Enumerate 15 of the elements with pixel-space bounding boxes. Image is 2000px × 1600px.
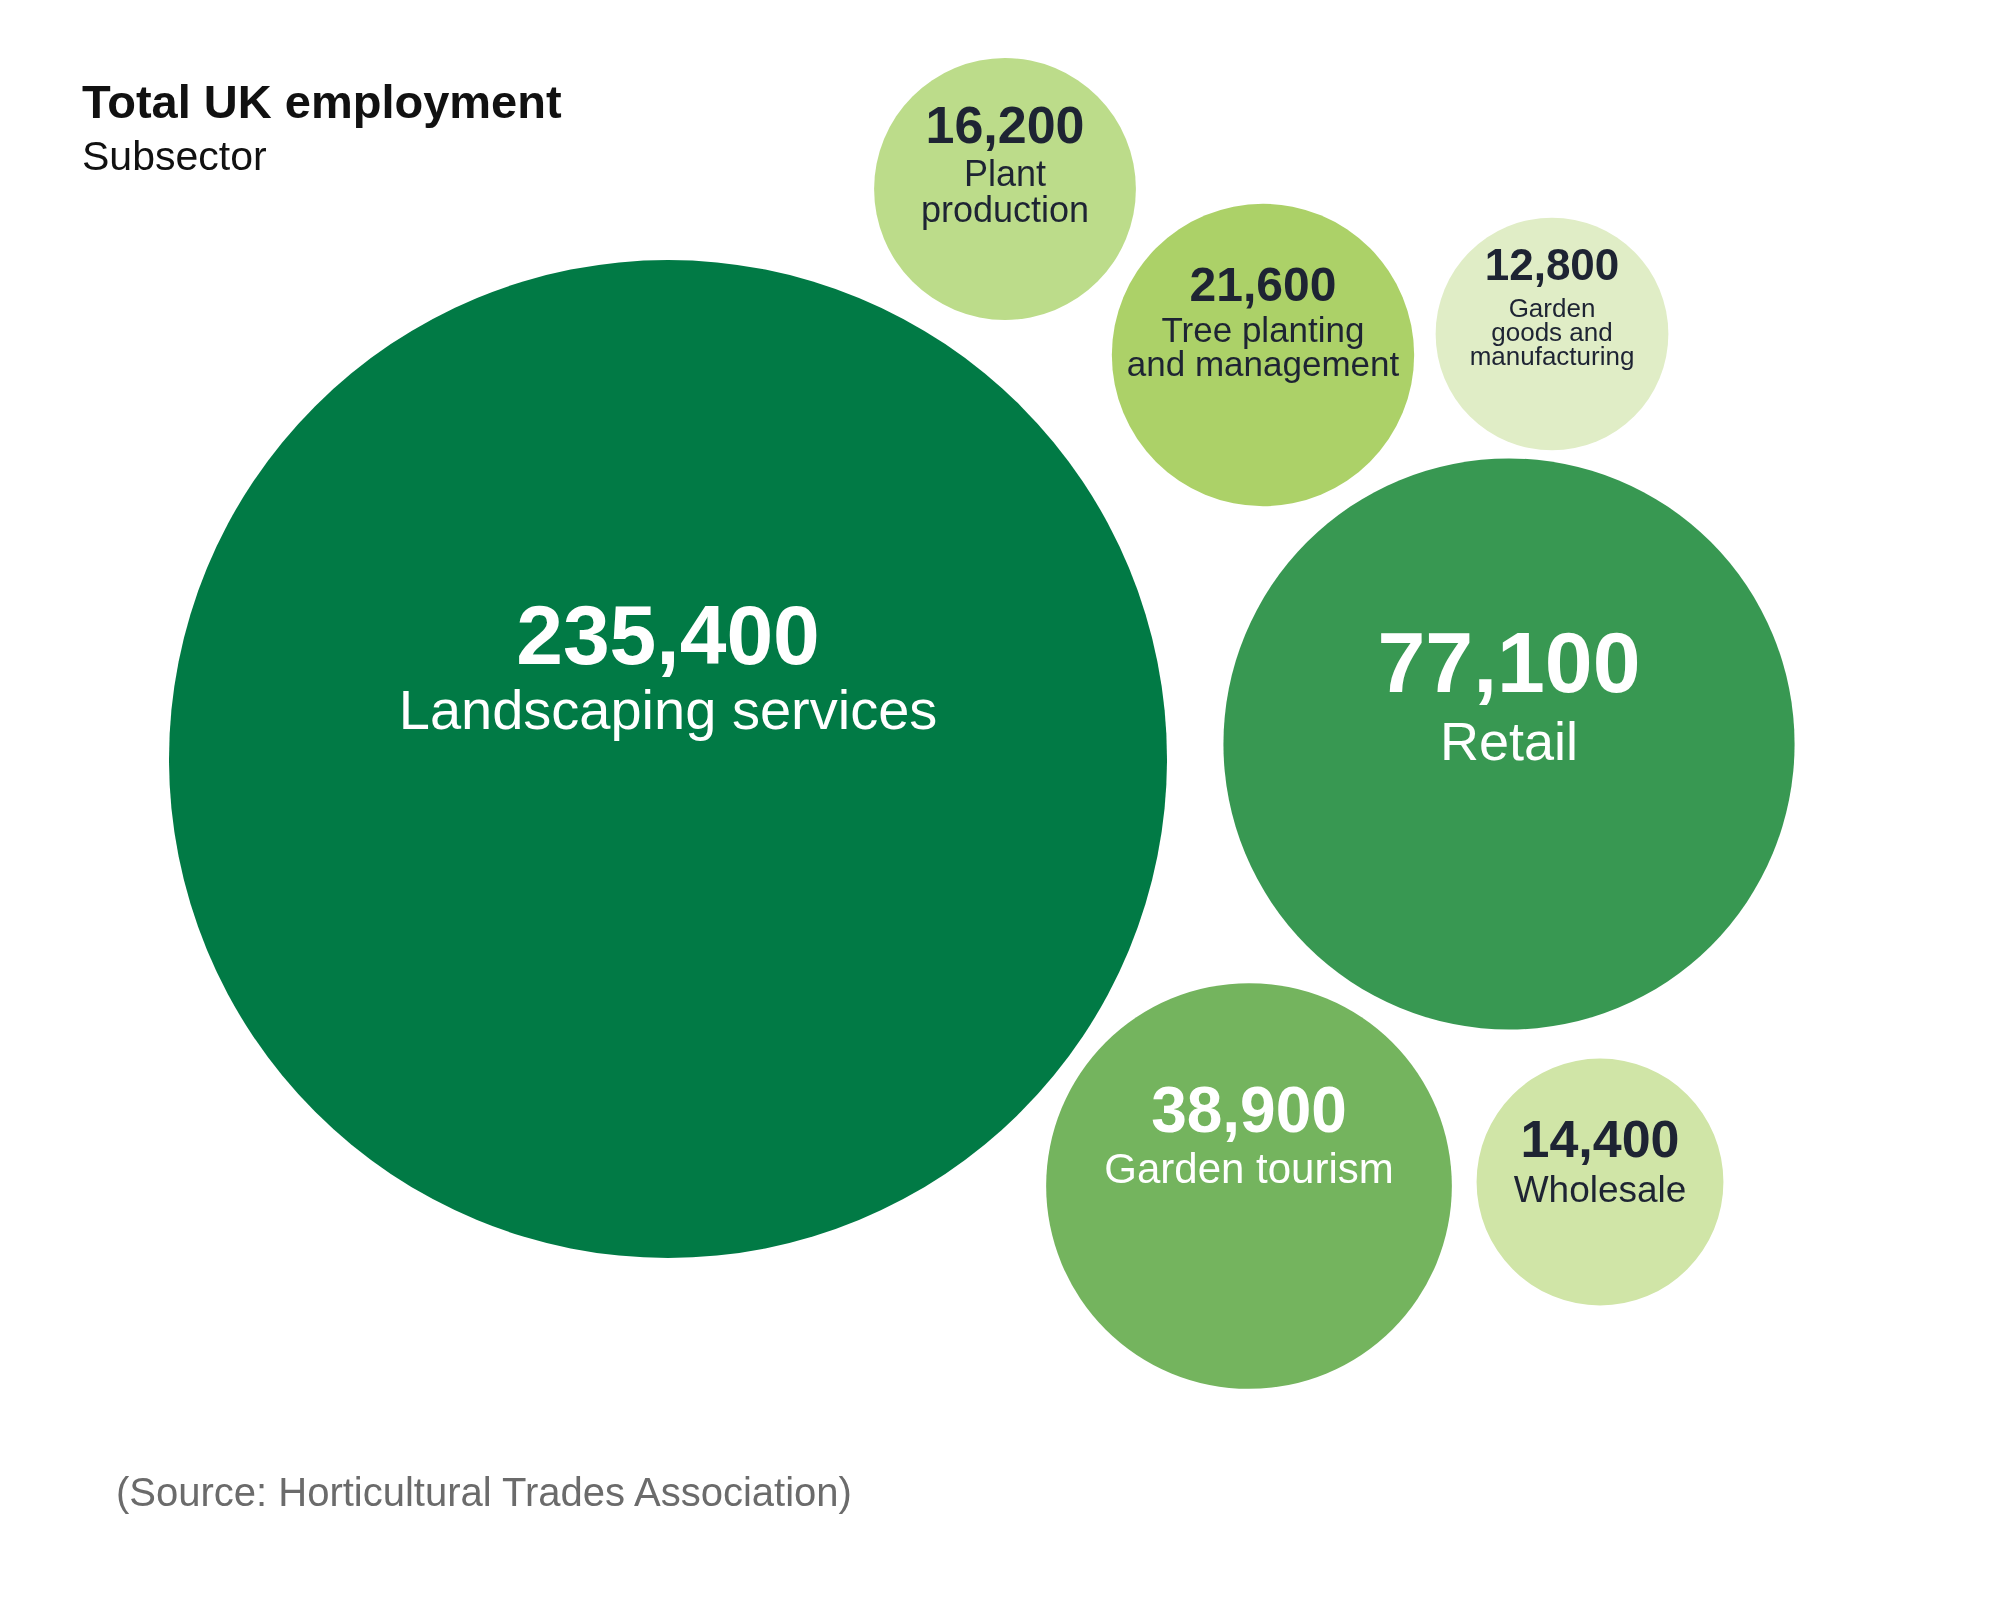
text: Subsector <box>82 133 267 180</box>
data-label: 16,200 <box>925 96 1085 154</box>
data-label: 77,100 <box>1377 614 1641 710</box>
data-label: 12,800 <box>1484 240 1620 289</box>
data-label: 38,900 <box>1151 1074 1347 1146</box>
category-label: Plant production <box>920 153 1090 230</box>
category-label: Garden goods and manufacturing <box>1469 293 1635 371</box>
category-label: Wholesale <box>1513 1169 1687 1210</box>
data-label: 14,400 <box>1520 1110 1680 1168</box>
text: Total UK employment <box>82 75 562 129</box>
text: (Source: Horticultural Trades Association) <box>116 1470 852 1514</box>
category-label: Garden tourism <box>1104 1145 1394 1192</box>
category-label: Retail <box>1439 711 1579 771</box>
category-label: Tree planting and management <box>1126 310 1400 383</box>
data-label: 21,600 <box>1189 258 1337 311</box>
